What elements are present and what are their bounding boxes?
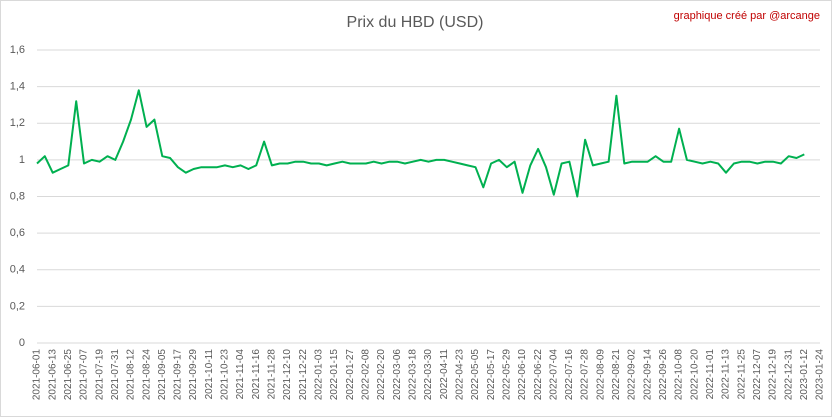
line-series	[36, 89, 805, 198]
y-tick-label: 0,2	[10, 300, 25, 312]
x-tick-label: 2021-12-22	[298, 349, 309, 401]
x-tick-label: 2022-11-25	[736, 349, 747, 400]
x-tick-label: 2021-09-05	[157, 349, 168, 401]
x-tick-label: 2022-06-22	[533, 349, 544, 401]
x-tick-label: 2022-12-07	[752, 349, 763, 401]
x-tick-label: 2021-09-29	[188, 349, 199, 401]
x-tick-label: 2022-10-20	[689, 349, 700, 401]
chart-title: Prix du HBD (USD)	[347, 14, 484, 31]
x-tick-label: 2022-05-29	[501, 349, 512, 401]
x-tick-label: 2023-01-24	[815, 349, 826, 401]
x-tick-label: 2022-04-23	[454, 349, 465, 401]
x-tick-label: 2021-06-01	[32, 349, 43, 401]
x-tick-label: 2021-07-31	[110, 349, 121, 401]
y-tick-label: 1	[19, 154, 25, 166]
y-tick-label: 0	[19, 337, 25, 349]
x-tick-label: 2022-10-08	[674, 349, 685, 401]
y-tick-label: 1,6	[10, 44, 25, 56]
x-tick-label: 2022-03-06	[392, 349, 403, 401]
x-tick-label: 2022-07-28	[580, 349, 591, 401]
x-tick-label: 2021-11-04	[235, 349, 246, 400]
x-tick-label: 2022-09-02	[627, 349, 638, 401]
x-tick-label: 2021-12-10	[282, 349, 293, 401]
x-tick-label: 2022-08-09	[595, 349, 606, 401]
x-tick-label: 2022-05-17	[486, 349, 497, 401]
x-tick-label: 2022-03-30	[423, 349, 434, 401]
x-tick-label: 2022-01-27	[345, 349, 356, 401]
annotation: graphique créé par @arcange	[674, 10, 820, 22]
x-tick-label: 2021-06-25	[63, 349, 74, 401]
x-tick-label: 2022-03-18	[407, 349, 418, 401]
x-tick-label: 2022-12-19	[768, 349, 779, 401]
x-tick-label: 2022-08-21	[611, 349, 622, 401]
x-tick-label: 2022-01-03	[314, 349, 325, 401]
y-tick-label: 0,8	[10, 190, 25, 202]
x-tick-label: 2022-09-14	[642, 349, 653, 401]
x-tick-label: 2021-06-13	[47, 349, 58, 401]
x-tick-label: 2023-01-12	[799, 349, 810, 401]
y-tick-label: 0,4	[10, 264, 25, 276]
x-tick-label: 2022-11-01	[705, 349, 716, 400]
x-tick-label: 2022-01-15	[329, 349, 340, 401]
x-tick-label: 2021-10-11	[204, 349, 215, 400]
x-tick-label: 2022-04-11	[439, 349, 450, 400]
x-tick-label: 2022-11-13	[721, 349, 732, 400]
x-tick-label: 2021-11-28	[267, 349, 278, 400]
x-tick-label: 2021-10-23	[220, 349, 231, 401]
y-tick-label: 0,6	[10, 227, 25, 239]
x-tick-label: 2021-08-12	[126, 349, 137, 401]
x-tick-label: 2022-09-26	[658, 349, 669, 401]
x-tick-label: 2022-05-05	[470, 349, 481, 401]
x-tick-label: 2021-08-24	[141, 349, 152, 401]
x-tick-label: 2021-11-16	[251, 349, 262, 400]
x-tick-label: 2022-02-08	[361, 349, 372, 401]
y-tick-label: 1,2	[10, 117, 25, 129]
x-tick-label: 2022-07-04	[548, 349, 559, 401]
x-tick-label: 2022-07-16	[564, 349, 575, 401]
x-tick-label: 2022-12-31	[783, 349, 794, 401]
x-tick-label: 2021-09-17	[173, 349, 184, 401]
x-tick-label: 2021-07-19	[94, 349, 105, 401]
y-tick-label: 1,4	[10, 81, 25, 93]
x-tick-label: 2022-02-20	[376, 349, 387, 401]
x-tick-label: 2021-07-07	[79, 349, 90, 401]
x-tick-label: 2022-06-10	[517, 349, 528, 401]
